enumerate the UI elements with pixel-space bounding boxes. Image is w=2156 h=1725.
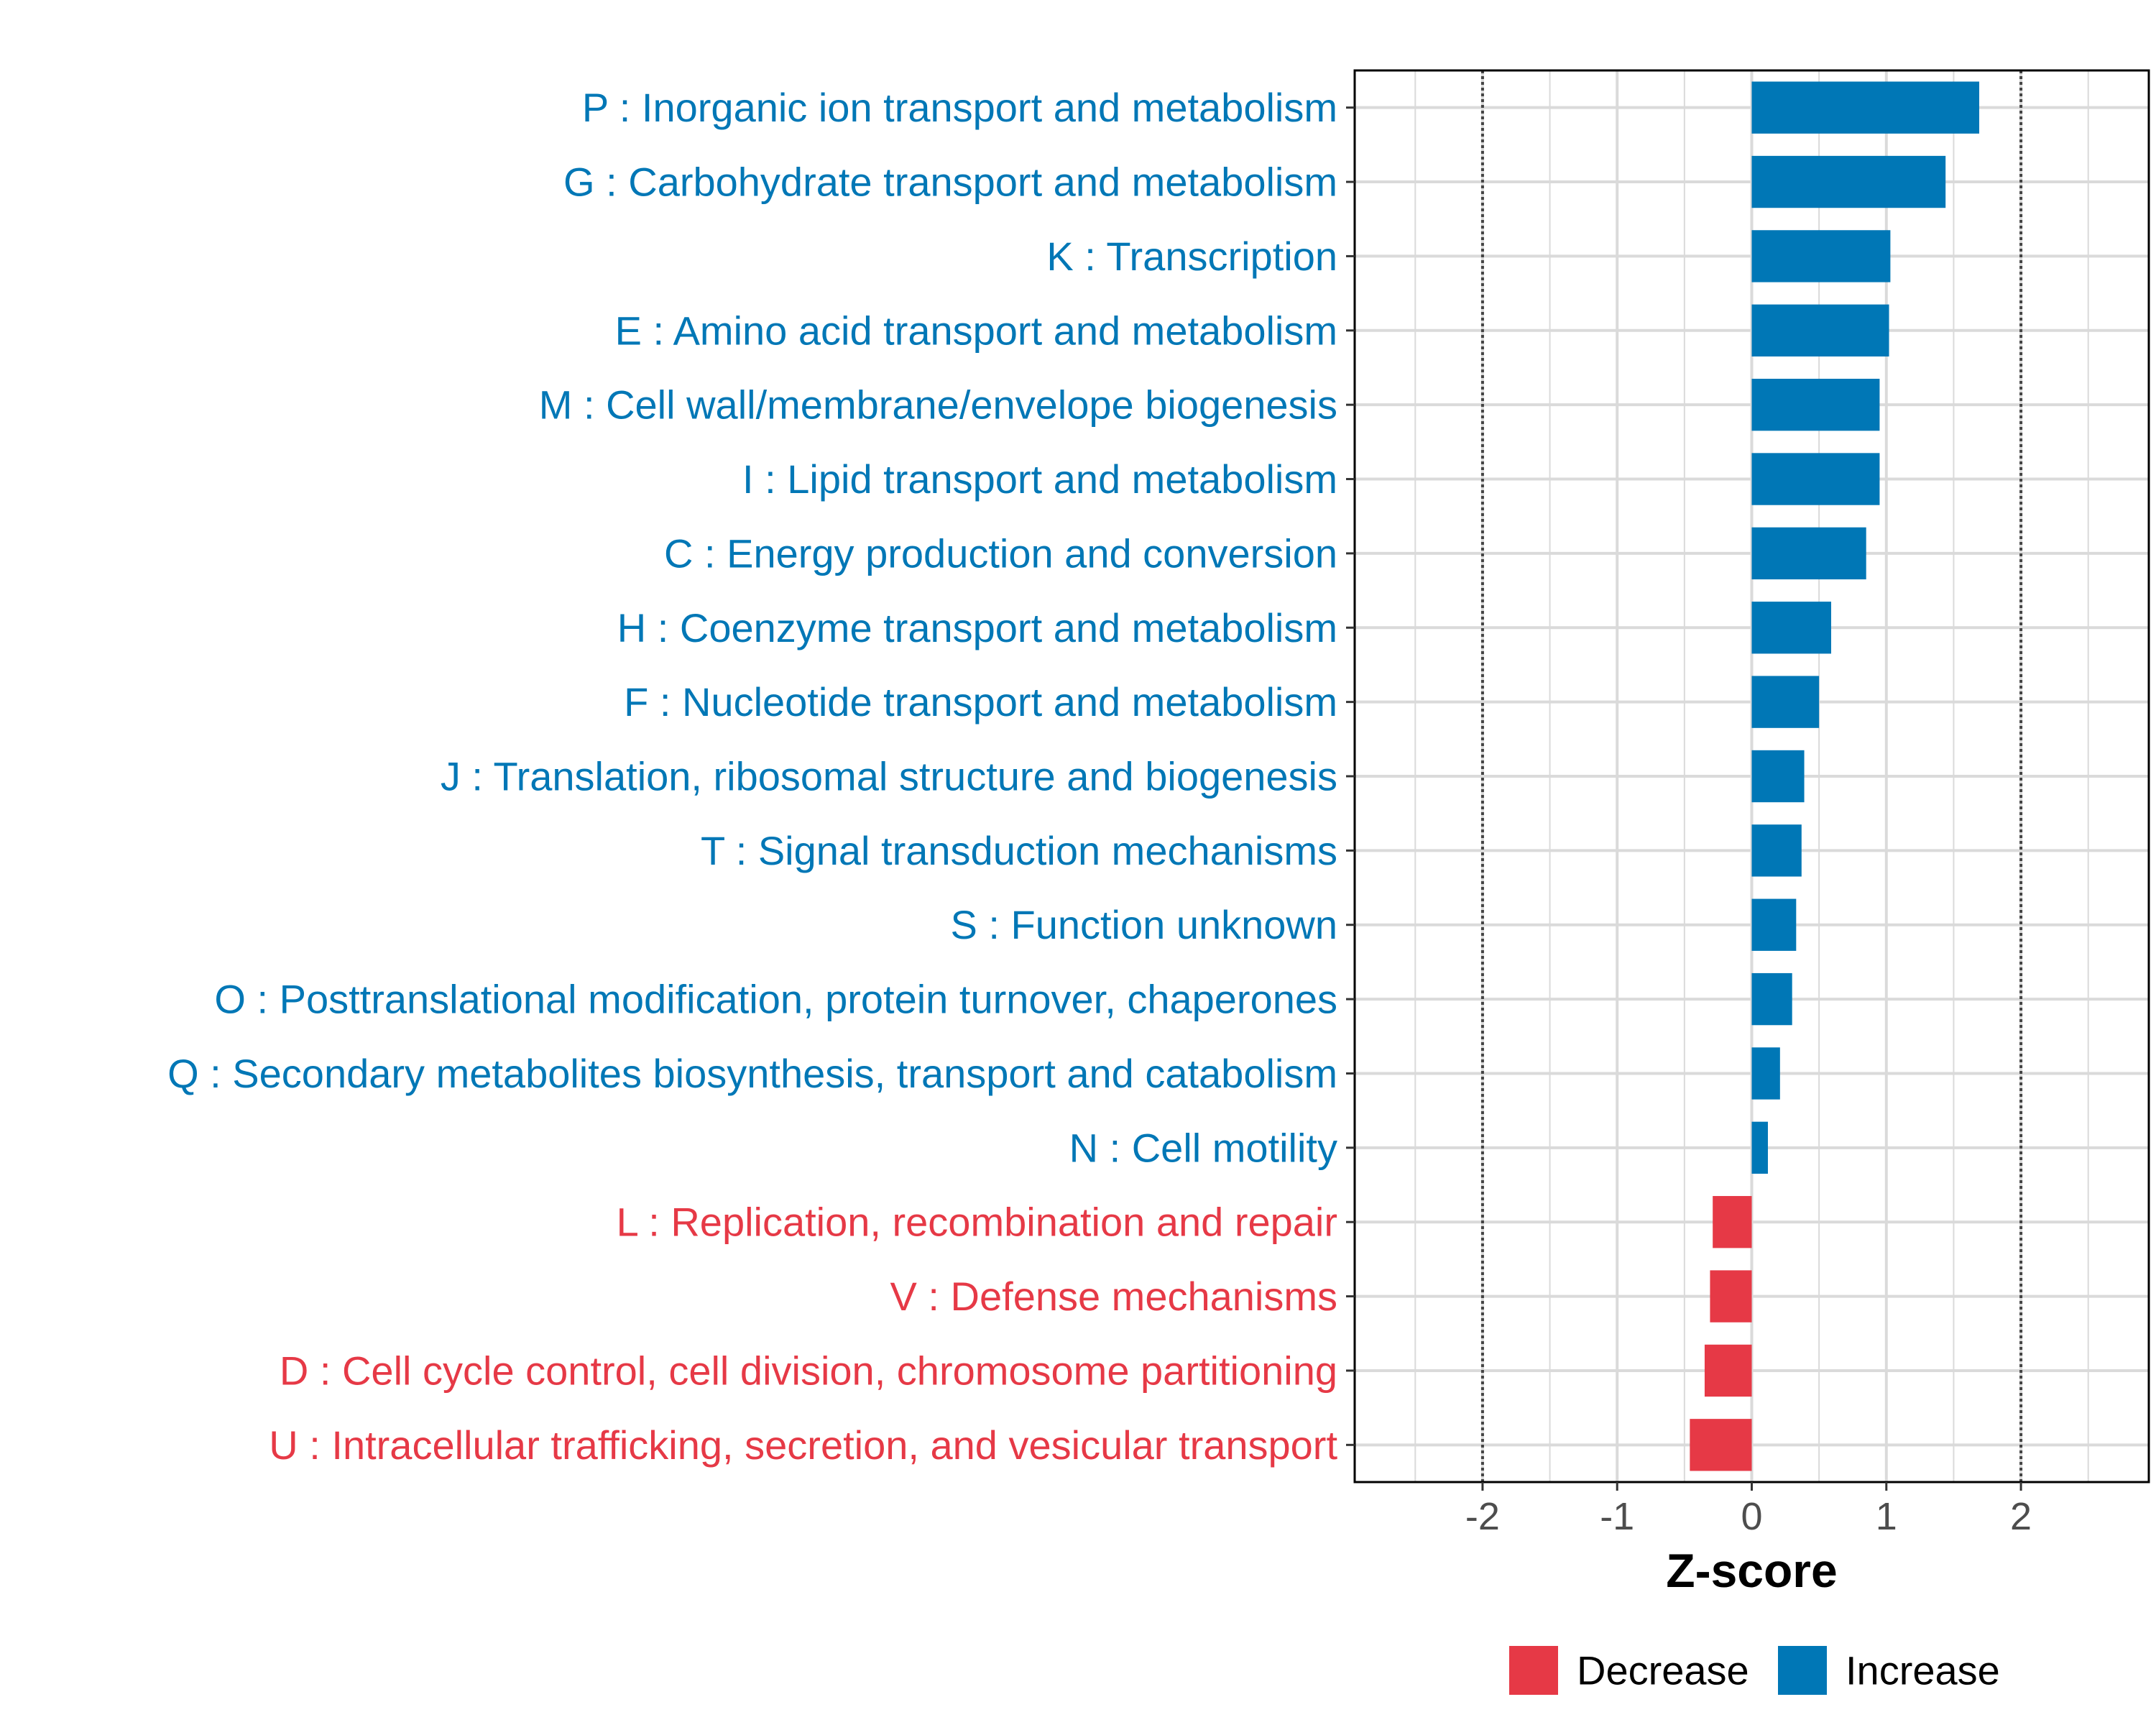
category-label: S : Function unknown bbox=[950, 902, 1337, 947]
category-label: G : Carbohydrate transport and metabolis… bbox=[563, 160, 1337, 205]
legend-label-increase: Increase bbox=[1846, 1648, 2000, 1693]
x-axis-ticks bbox=[1481, 1482, 2022, 1491]
bar bbox=[1710, 1270, 1752, 1322]
category-label: U : Intracellular trafficking, secretion… bbox=[269, 1422, 1337, 1468]
category-label: N : Cell motility bbox=[1069, 1125, 1337, 1170]
category-label: H : Coenzyme transport and metabolism bbox=[617, 605, 1337, 650]
y-axis-ticks bbox=[1346, 106, 1355, 1446]
category-label: K : Transcription bbox=[1046, 234, 1337, 279]
bar bbox=[1751, 750, 1805, 803]
x-axis-title: Z-score bbox=[1666, 1544, 1837, 1597]
bar bbox=[1751, 1121, 1768, 1174]
legend-swatch-increase bbox=[1778, 1646, 1827, 1695]
bar bbox=[1751, 304, 1889, 356]
bars bbox=[1690, 81, 1980, 1471]
bar bbox=[1704, 1344, 1752, 1397]
x-tick-label: 1 bbox=[1876, 1495, 1897, 1538]
legend-swatch-decrease bbox=[1509, 1646, 1558, 1695]
category-label: T : Signal transduction mechanisms bbox=[701, 828, 1337, 873]
category-label: O : Posttranslational modification, prot… bbox=[214, 977, 1337, 1022]
x-tick-label: 2 bbox=[2010, 1495, 2032, 1538]
legend-label-decrease: Decrease bbox=[1577, 1648, 1749, 1693]
bar bbox=[1751, 824, 1802, 877]
bar bbox=[1713, 1196, 1752, 1248]
x-tick-label: 0 bbox=[1741, 1495, 1762, 1538]
bar bbox=[1751, 972, 1792, 1026]
legend: Decrease Increase bbox=[1509, 1646, 2000, 1695]
category-labels: P : Inorganic ion transport and metaboli… bbox=[167, 85, 1337, 1468]
x-tick-label: -2 bbox=[1465, 1495, 1500, 1538]
bar bbox=[1751, 527, 1866, 580]
x-tick-label: -1 bbox=[1600, 1495, 1634, 1538]
bar bbox=[1751, 230, 1891, 282]
category-label: P : Inorganic ion transport and metaboli… bbox=[582, 85, 1337, 130]
category-label: E : Amino acid transport and metabolism bbox=[615, 308, 1337, 353]
bar bbox=[1751, 602, 1831, 654]
category-label: Q : Secondary metabolites biosynthesis, … bbox=[167, 1051, 1337, 1096]
bar bbox=[1751, 155, 1946, 208]
bar bbox=[1751, 378, 1880, 431]
bar bbox=[1751, 898, 1797, 951]
category-label: C : Energy production and conversion bbox=[664, 530, 1337, 576]
category-label: M : Cell wall/membrane/envelope biogenes… bbox=[539, 382, 1337, 428]
category-label: F : Nucleotide transport and metabolism bbox=[624, 679, 1337, 724]
bar bbox=[1751, 1047, 1780, 1100]
bar bbox=[1751, 676, 1820, 728]
category-label: I : Lipid transport and metabolism bbox=[742, 456, 1337, 502]
category-label: D : Cell cycle control, cell division, c… bbox=[280, 1348, 1337, 1393]
bar bbox=[1751, 81, 1980, 134]
category-label: L : Replication, recombination and repai… bbox=[617, 1200, 1337, 1245]
bar bbox=[1690, 1419, 1752, 1471]
x-tick-labels: -2 -1 0 1 2 bbox=[1465, 1495, 2032, 1538]
bar bbox=[1751, 453, 1880, 505]
category-label: V : Defense mechanisms bbox=[890, 1274, 1337, 1319]
category-label: J : Translation, ribosomal structure and… bbox=[441, 754, 1337, 799]
